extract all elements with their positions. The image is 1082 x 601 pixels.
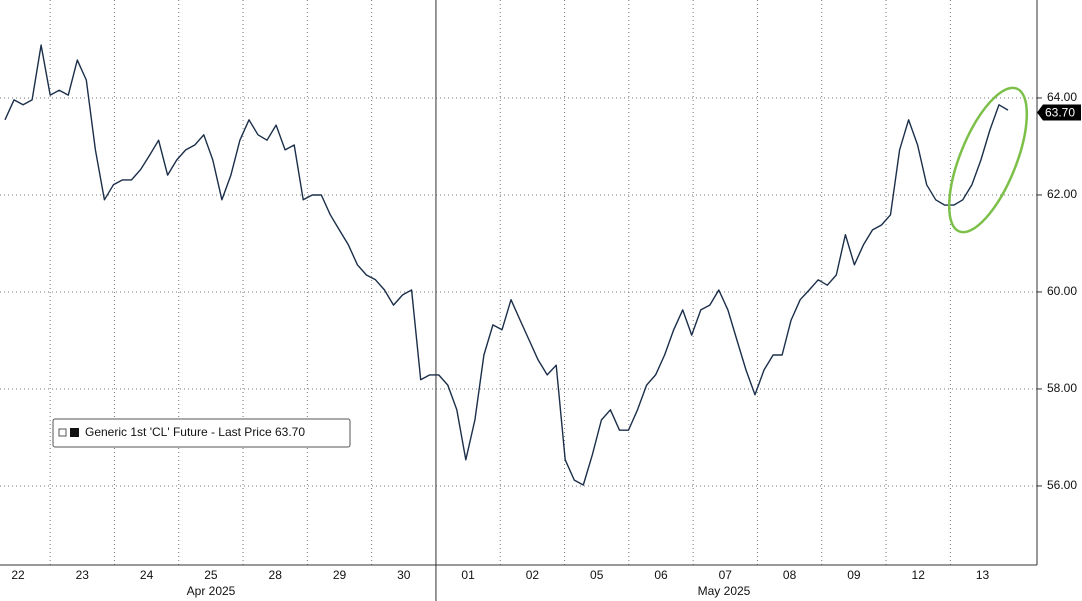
y-tick-label: 60.00 — [1047, 284, 1077, 298]
x-tick-label: 13 — [976, 568, 990, 582]
x-tick-label: 30 — [397, 568, 411, 582]
x-tick-label: 28 — [269, 568, 283, 582]
y-tick-label: 58.00 — [1047, 381, 1077, 395]
x-tick-label: 12 — [912, 568, 926, 582]
y-tick-label: 64.00 — [1047, 90, 1077, 104]
plot — [4, 44, 1009, 486]
x-tick-label: 07 — [719, 568, 733, 582]
legend-label: Generic 1st 'CL' Future - Last Price 63.… — [85, 425, 305, 439]
x-tick-label: 01 — [461, 568, 475, 582]
x-tick-label: 25 — [204, 568, 218, 582]
x-tick-label: 29 — [333, 568, 347, 582]
last-price-label: 63.70 — [1045, 106, 1075, 120]
grid — [0, 0, 1037, 601]
legend-box — [52, 418, 351, 448]
x-tick-label: 22 — [11, 568, 25, 582]
y-tick-label: 62.00 — [1047, 187, 1077, 201]
legend: Generic 1st 'CL' Future - Last Price 63.… — [52, 418, 351, 448]
legend-swatch — [70, 428, 79, 437]
highlight-ellipse — [947, 86, 1029, 234]
axes: 56.00 58.00 60.00 62.00 64.00 22 23 24 25 28 29 30 0… — [11, 90, 1081, 598]
x-tick-label: 24 — [140, 568, 154, 582]
x-group-label: May 2025 — [698, 584, 751, 598]
x-group-label: Apr 2025 — [187, 584, 236, 598]
y-tick-label: 56.00 — [1047, 478, 1077, 492]
last-price-tag — [1037, 104, 1081, 121]
x-tick-label: 02 — [526, 568, 540, 582]
x-tick-label: 23 — [76, 568, 90, 582]
x-tick-label: 08 — [783, 568, 797, 582]
legend-toggle — [58, 428, 67, 437]
price-line — [4, 44, 1009, 486]
x-tick-label: 05 — [590, 568, 604, 582]
x-tick-label: 06 — [654, 568, 668, 582]
x-tick-label: 09 — [847, 568, 861, 582]
